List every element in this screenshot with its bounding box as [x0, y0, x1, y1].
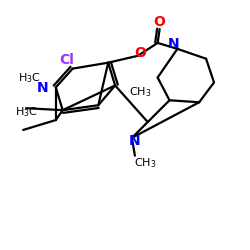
Text: CH$_3$: CH$_3$ [134, 157, 156, 170]
Text: O: O [134, 46, 146, 60]
Text: N: N [168, 37, 179, 51]
Text: CH$_3$: CH$_3$ [128, 86, 151, 99]
Text: N: N [129, 134, 141, 148]
Text: H$_3$C: H$_3$C [15, 105, 38, 119]
Text: H$_3$C: H$_3$C [18, 72, 40, 86]
Text: O: O [154, 15, 166, 29]
Text: N: N [37, 82, 49, 96]
Text: Cl: Cl [59, 53, 74, 67]
